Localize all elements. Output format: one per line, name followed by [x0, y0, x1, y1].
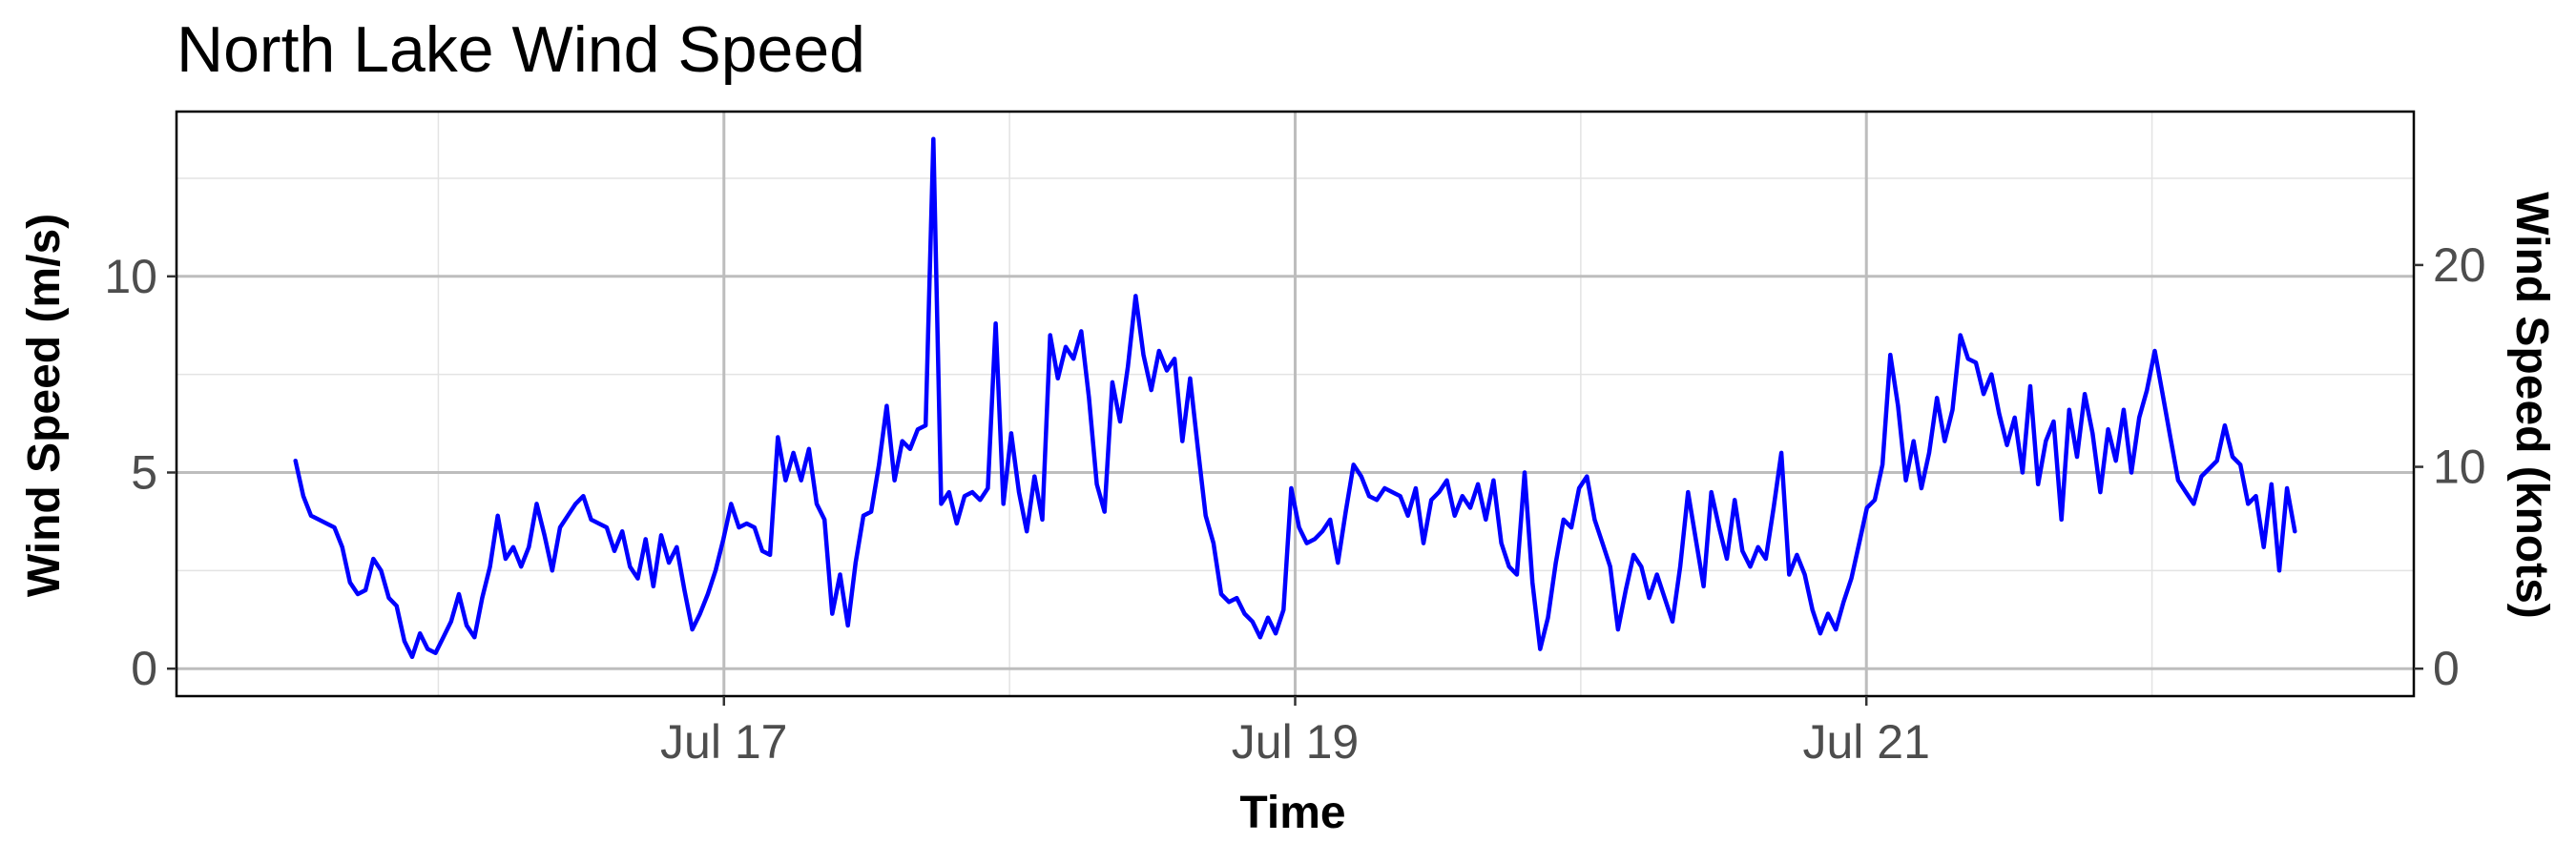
x-tick-label: Jul 19: [1232, 715, 1359, 769]
y-right-tick-label: 20: [2433, 238, 2486, 292]
x-tick-label: Jul 21: [1803, 715, 1930, 769]
y-right-tick-label: 0: [2433, 642, 2460, 695]
y-tick-label: 0: [131, 642, 157, 695]
y-right-tick-label: 10: [2433, 441, 2486, 494]
x-axis-title: Time: [1239, 788, 1345, 838]
x-tick-label: Jul 17: [660, 715, 787, 769]
y-axis-title-left: Wind Speed (m/s): [19, 214, 70, 597]
chart-title: North Lake Wind Speed: [177, 13, 865, 86]
y-tick-label: 5: [131, 445, 157, 499]
y-axis-title-right: Wind Speed (knots): [2506, 192, 2557, 619]
wind-speed-series-line: [293, 136, 2297, 660]
series-layer: [293, 136, 2297, 660]
y-tick-label: 10: [104, 250, 157, 303]
tick-layer: 0 5 10 0 10 20 Jul 17 Jul 19 Jul 21: [104, 238, 2485, 769]
